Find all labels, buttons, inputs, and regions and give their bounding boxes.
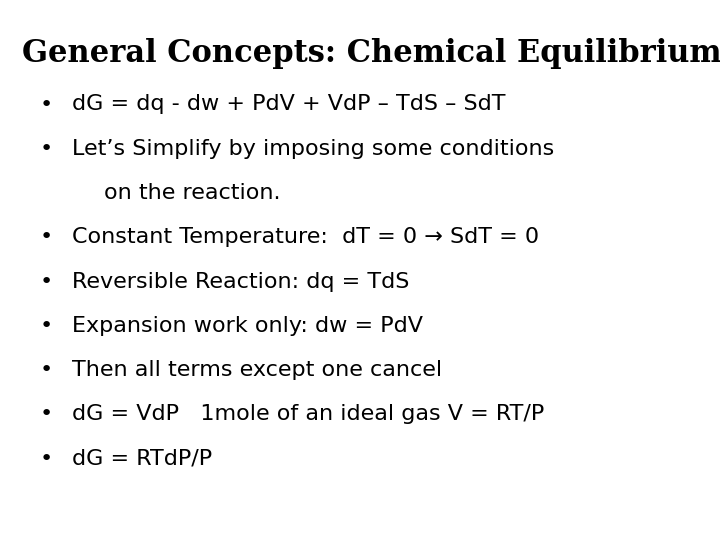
Text: dG = VdP   1mole of an ideal gas V = RT/P: dG = VdP 1mole of an ideal gas V = RT/P [72, 404, 544, 424]
Text: Expansion work only: dw = PdV: Expansion work only: dw = PdV [72, 316, 423, 336]
Text: on the reaction.: on the reaction. [104, 183, 281, 203]
Text: •: • [40, 404, 53, 424]
Text: •: • [40, 316, 53, 336]
Text: •: • [40, 94, 53, 114]
Text: dG = RTdP/P: dG = RTdP/P [72, 449, 212, 469]
Text: Then all terms except one cancel: Then all terms except one cancel [72, 360, 442, 380]
Text: General Concepts: Chemical Equilibrium: General Concepts: Chemical Equilibrium [22, 38, 720, 69]
Text: •: • [40, 139, 53, 159]
Text: •: • [40, 360, 53, 380]
Text: Let’s Simplify by imposing some conditions: Let’s Simplify by imposing some conditio… [72, 139, 554, 159]
Text: Reversible Reaction: dq = TdS: Reversible Reaction: dq = TdS [72, 272, 410, 292]
Text: •: • [40, 272, 53, 292]
Text: Constant Temperature:  dT = 0 → SdT = 0: Constant Temperature: dT = 0 → SdT = 0 [72, 227, 539, 247]
Text: •: • [40, 227, 53, 247]
Text: dG = dq - dw + PdV + VdP – TdS – SdT: dG = dq - dw + PdV + VdP – TdS – SdT [72, 94, 505, 114]
Text: •: • [40, 449, 53, 469]
